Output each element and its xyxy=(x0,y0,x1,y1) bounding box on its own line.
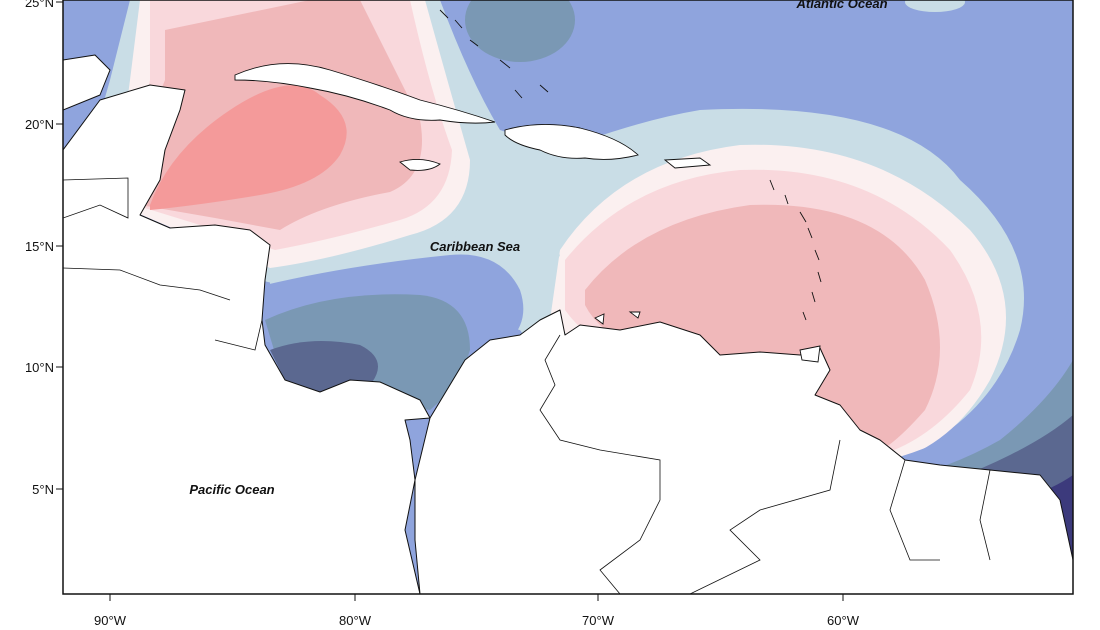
border-nicaragua xyxy=(214,319,263,351)
label-pacific-ocean: Pacific Ocean xyxy=(189,482,274,497)
anomaly-pale-blue-north xyxy=(905,0,965,12)
latitude-axis: 25°N 20°N 15°N 10°N 5°N xyxy=(25,0,63,497)
border-venezuela-guyana xyxy=(689,439,841,594)
anomaly-salmon-west xyxy=(150,85,347,210)
islands-lesser-antilles xyxy=(769,179,822,321)
label-atlantic-ocean: Atlantic Ocean xyxy=(795,0,887,11)
lat-tick-label: 25°N xyxy=(25,0,54,10)
land-central-america xyxy=(63,84,431,594)
land-south-america xyxy=(414,309,1073,594)
lon-tick-label: 80°W xyxy=(339,613,372,628)
lat-tick-label: 10°N xyxy=(25,360,54,375)
lon-tick-label: 60°W xyxy=(827,613,860,628)
map-frame xyxy=(62,0,1074,595)
land-yucatan-north xyxy=(63,54,111,111)
border-guyana-suriname xyxy=(889,459,940,561)
border-colombia-venezuela xyxy=(539,334,661,594)
island-trinidad xyxy=(799,345,821,363)
map-plot-area xyxy=(63,0,1073,594)
island-hispaniola xyxy=(504,123,639,160)
lat-tick-label: 20°N xyxy=(25,117,54,132)
border-mexico-guatemala xyxy=(63,177,129,219)
border-suriname-guiana xyxy=(979,469,991,561)
anomaly-slate-north xyxy=(465,0,575,62)
lat-tick-label: 5°N xyxy=(32,482,54,497)
label-caribbean-sea: Caribbean Sea xyxy=(430,239,520,254)
island-cuba xyxy=(234,63,496,124)
islands-abc xyxy=(594,311,641,325)
anomaly-pink-east xyxy=(585,204,940,455)
lon-tick-label: 90°W xyxy=(94,613,127,628)
island-jamaica xyxy=(399,159,441,171)
lat-tick-label: 15°N xyxy=(25,239,54,254)
longitude-axis: 90°W 80°W 70°W 60°W xyxy=(94,594,860,628)
lon-tick-label: 70°W xyxy=(582,613,615,628)
border-honduras xyxy=(63,267,231,301)
islands-bahamas xyxy=(439,9,549,99)
island-puerto-rico xyxy=(663,157,712,169)
